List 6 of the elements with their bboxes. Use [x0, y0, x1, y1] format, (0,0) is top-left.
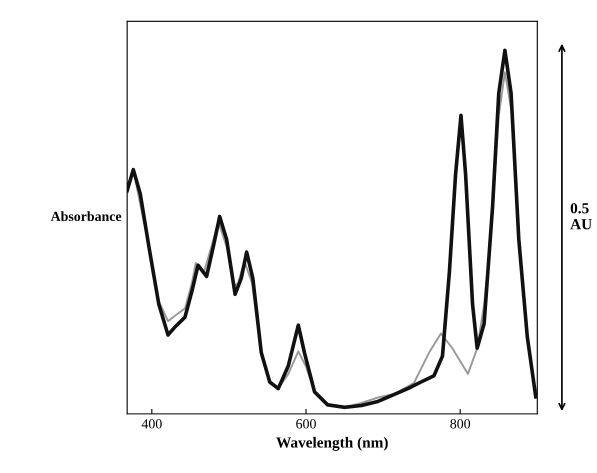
x-tick-label: 600 — [296, 419, 316, 429]
x-tick-label: 800 — [450, 419, 470, 429]
x-axis-title: Wavelength (nm) — [276, 436, 388, 451]
x-tick-label: 400 — [142, 419, 162, 429]
text: 0.5 AU — [570, 203, 592, 230]
y-axis-title: Absorbance — [50, 211, 122, 222]
